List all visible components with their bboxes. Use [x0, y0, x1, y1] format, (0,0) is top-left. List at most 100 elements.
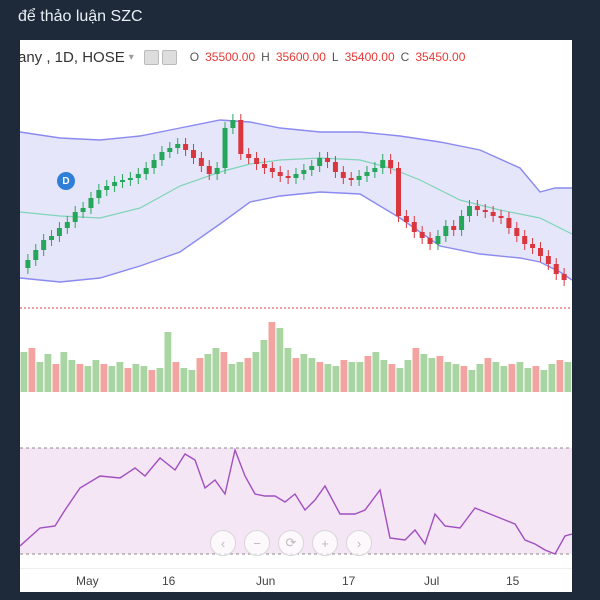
bollinger-middle-line: [20, 157, 572, 235]
candle-body: [80, 208, 86, 212]
candle-body: [33, 250, 39, 260]
volume-bar: [100, 364, 108, 392]
volume-bar: [316, 362, 324, 392]
volume-bar: [348, 362, 356, 392]
volume-bar: [428, 358, 436, 392]
candle-body: [159, 152, 165, 160]
volume-bar: [212, 348, 220, 392]
zoom-in-button[interactable]: +: [312, 530, 338, 556]
volume-bar: [460, 366, 468, 392]
candle-body: [198, 158, 204, 166]
candle-body: [372, 168, 378, 172]
candle-body: [380, 160, 386, 168]
open-key: O: [189, 50, 200, 64]
volume-bar: [228, 364, 236, 392]
volume-bar: [300, 354, 308, 392]
volume-bar: [340, 360, 348, 392]
x-tick-label: Jul: [424, 574, 440, 588]
x-tick-label: Jun: [256, 574, 276, 588]
candle-body: [49, 236, 55, 240]
oscillator-line: [20, 447, 572, 555]
candle-body: [285, 176, 291, 178]
volume-bar: [524, 368, 532, 392]
symbol-dropdown-icon[interactable]: ▾: [128, 51, 134, 63]
candle-body: [332, 162, 338, 172]
volume-bar: [260, 340, 268, 392]
candle-body: [64, 222, 70, 228]
volume-bar: [332, 366, 340, 392]
candle-body: [293, 174, 299, 178]
candle-body: [41, 240, 47, 250]
candle-body: [238, 120, 244, 154]
candle-body: [553, 264, 559, 274]
candle-body: [340, 172, 346, 178]
x-tick-label: 15: [506, 574, 520, 588]
bollinger-upper-line: [20, 119, 572, 193]
volume-bar: [20, 352, 28, 392]
candle-body: [167, 148, 173, 152]
volume-bar: [444, 362, 452, 392]
volume-bar: [492, 362, 500, 392]
volume-bar: [164, 332, 172, 392]
chart-panel[interactable]: any , 1D, HOSE ▾ O 35500.00 H 35600.00 L…: [20, 40, 572, 592]
volume-bar: [532, 366, 540, 392]
volume-bar: [236, 362, 244, 392]
candle-body: [56, 228, 62, 236]
candle-body: [127, 178, 133, 180]
volume-bar: [84, 366, 92, 392]
hide-icon[interactable]: [161, 49, 177, 65]
scroll-right-button[interactable]: ›: [346, 530, 372, 556]
volume-bar: [548, 364, 556, 392]
chart-canvas[interactable]: [20, 40, 572, 592]
volume-bar: [388, 364, 396, 392]
volume-bar: [476, 364, 484, 392]
volume-bar: [452, 364, 460, 392]
volume-bar: [196, 358, 204, 392]
volume-bar: [132, 364, 140, 392]
candle-body: [104, 186, 110, 190]
candle-body: [474, 206, 480, 210]
volume-bar: [124, 368, 132, 392]
volume-bar: [412, 348, 420, 392]
x-tick-label: 16: [162, 574, 176, 588]
volume-bar: [436, 356, 444, 392]
bollinger-band-fill: [20, 120, 572, 282]
volume-bar: [324, 364, 332, 392]
chart-header: any , 1D, HOSE ▾ O 35500.00 H 35600.00 L…: [20, 46, 465, 68]
volume-bar: [420, 354, 428, 392]
candle-body: [222, 128, 228, 168]
dividend-marker[interactable]: D: [57, 172, 75, 190]
candle-body: [301, 170, 307, 174]
candle-body: [230, 120, 236, 128]
open-value: 35500.00: [205, 50, 256, 64]
scroll-left-button[interactable]: ‹: [210, 530, 236, 556]
candle-body: [151, 160, 157, 168]
x-tick-label: May: [76, 574, 99, 588]
candle-body: [396, 168, 402, 216]
high-value: 35600.00: [275, 50, 326, 64]
candle-body: [435, 236, 441, 244]
volume-bar: [364, 356, 372, 392]
volume-bar: [268, 322, 276, 392]
candle-body: [317, 158, 323, 166]
volume-bar: [188, 370, 196, 392]
volume-bar: [564, 362, 572, 392]
reset-button[interactable]: ⟳: [278, 530, 304, 556]
candle-body: [482, 210, 488, 212]
settings-icon[interactable]: [143, 49, 159, 65]
candle-body: [246, 154, 252, 158]
candle-body: [120, 180, 126, 182]
candle-body: [530, 244, 536, 248]
volume-bar: [308, 358, 316, 392]
candle-body: [388, 160, 394, 168]
volume-bar: [44, 354, 52, 392]
volume-bar: [52, 364, 60, 392]
symbol-label[interactable]: any , 1D, HOSE: [20, 48, 125, 66]
low-key: L: [331, 50, 339, 64]
high-key: H: [261, 50, 270, 64]
chart-nav-toolbar: ‹ − ⟳ + ›: [210, 530, 372, 556]
candle-body: [561, 274, 567, 280]
candle-body: [206, 166, 212, 174]
candle-body: [143, 168, 149, 174]
zoom-out-button[interactable]: −: [244, 530, 270, 556]
